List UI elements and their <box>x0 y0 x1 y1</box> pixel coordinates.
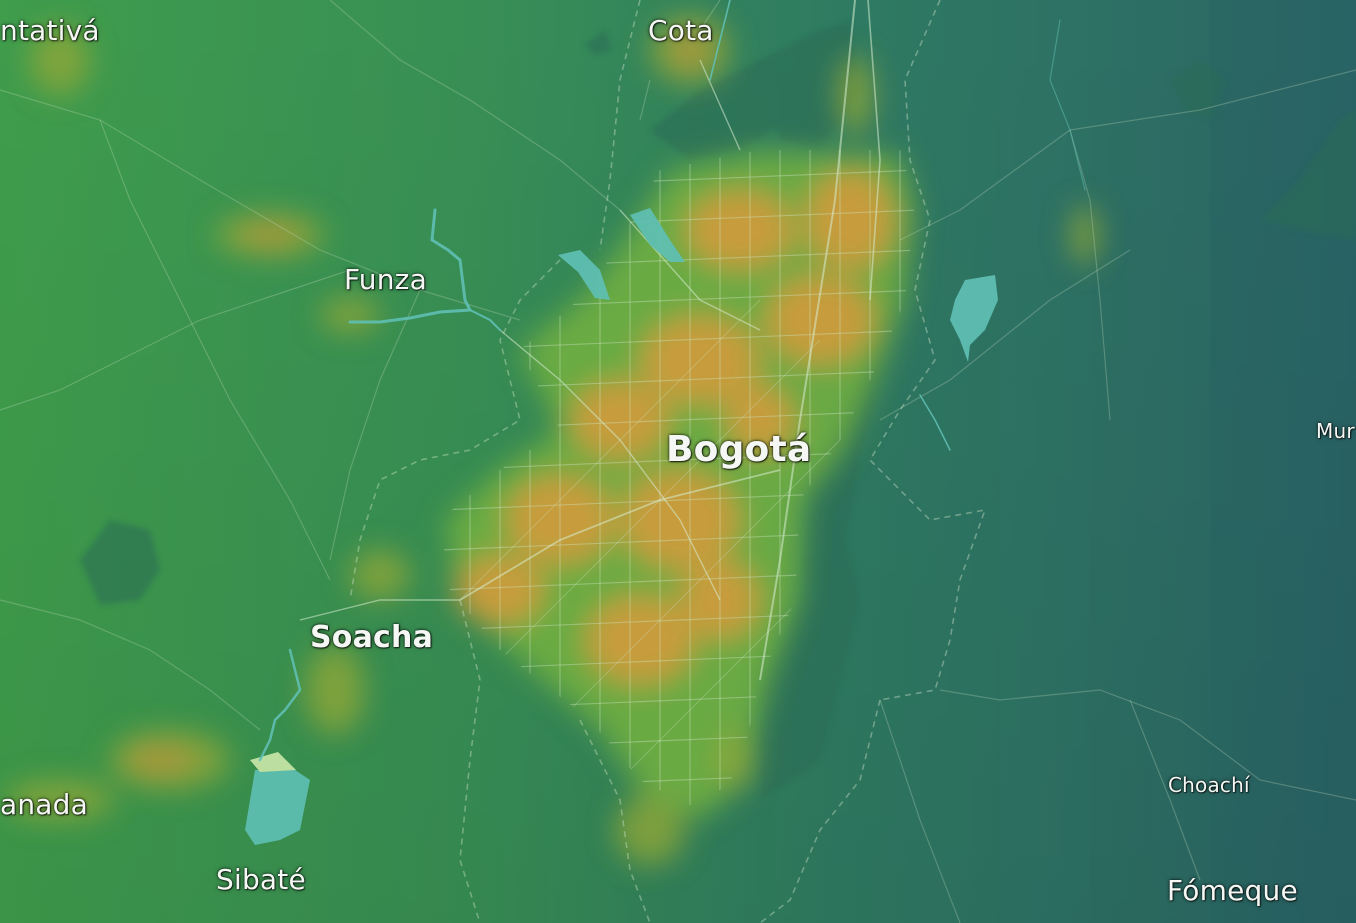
place-label-facatativa[interactable]: ntativá <box>0 14 100 47</box>
water-bodies <box>245 208 998 845</box>
wetland-north <box>630 208 685 262</box>
place-label-funza[interactable]: Funza <box>344 263 427 296</box>
tile-banding <box>1000 0 1356 923</box>
place-label-fomeque[interactable]: Fómeque <box>1167 874 1298 907</box>
place-label-cota[interactable]: Cota <box>648 14 714 47</box>
place-label-bogota[interactable]: Bogotá <box>666 429 812 470</box>
place-label-mun[interactable]: Mur <box>1316 419 1355 443</box>
reservoir-sibate <box>245 770 310 845</box>
place-label-choachi[interactable]: Choachí <box>1168 773 1250 797</box>
wetland-west <box>558 250 610 300</box>
municipal-boundaries <box>349 0 987 923</box>
place-label-granada[interactable]: anada <box>0 788 88 821</box>
place-label-sibate[interactable]: Sibaté <box>216 863 306 896</box>
rivers <box>258 0 1086 762</box>
place-label-soacha[interactable]: Soacha <box>310 620 434 655</box>
reservoir-east <box>950 275 998 362</box>
